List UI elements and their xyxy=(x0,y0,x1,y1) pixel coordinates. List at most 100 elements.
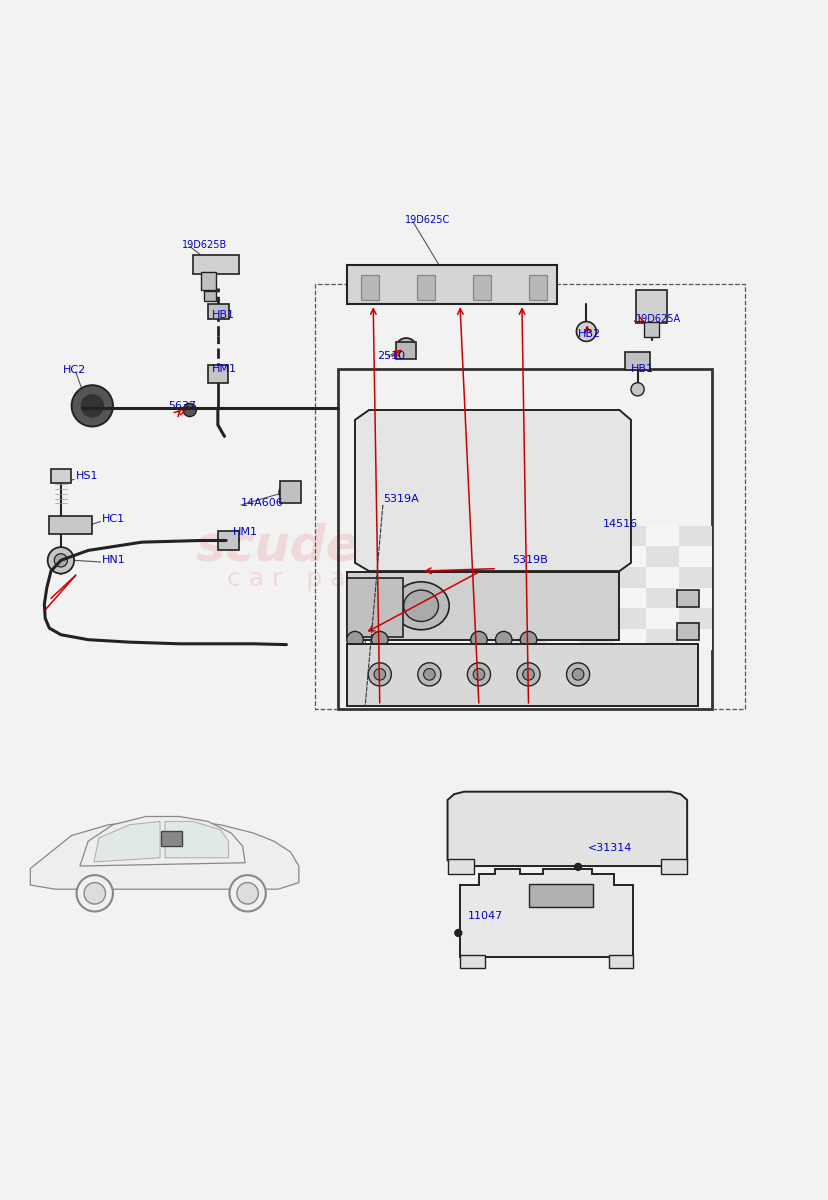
Circle shape xyxy=(84,882,105,904)
FancyBboxPatch shape xyxy=(218,530,239,551)
FancyBboxPatch shape xyxy=(546,526,579,546)
FancyBboxPatch shape xyxy=(346,572,619,640)
FancyBboxPatch shape xyxy=(676,590,698,607)
FancyBboxPatch shape xyxy=(612,566,645,588)
Circle shape xyxy=(373,668,385,680)
Text: 5637: 5637 xyxy=(168,401,196,410)
FancyBboxPatch shape xyxy=(579,566,612,588)
FancyBboxPatch shape xyxy=(51,469,70,482)
Circle shape xyxy=(495,631,512,648)
Ellipse shape xyxy=(392,582,449,630)
Circle shape xyxy=(47,547,74,574)
Circle shape xyxy=(423,668,435,680)
FancyBboxPatch shape xyxy=(635,290,667,323)
Text: HB1: HB1 xyxy=(630,364,653,373)
Circle shape xyxy=(71,385,113,426)
FancyBboxPatch shape xyxy=(513,588,546,608)
Circle shape xyxy=(566,662,589,686)
FancyBboxPatch shape xyxy=(201,272,216,290)
FancyBboxPatch shape xyxy=(579,588,612,608)
FancyBboxPatch shape xyxy=(346,643,697,706)
Polygon shape xyxy=(354,410,630,571)
FancyBboxPatch shape xyxy=(193,256,238,274)
FancyBboxPatch shape xyxy=(546,566,579,588)
Text: 5319A: 5319A xyxy=(383,494,418,504)
FancyBboxPatch shape xyxy=(660,859,686,875)
FancyBboxPatch shape xyxy=(396,342,416,359)
Circle shape xyxy=(473,668,484,680)
Circle shape xyxy=(571,668,583,680)
Text: 5319B: 5319B xyxy=(512,556,547,565)
FancyBboxPatch shape xyxy=(513,608,546,629)
Polygon shape xyxy=(165,822,229,858)
Text: HS1: HS1 xyxy=(75,472,99,481)
Text: 19D625A: 19D625A xyxy=(635,314,681,324)
FancyBboxPatch shape xyxy=(472,275,490,300)
Ellipse shape xyxy=(218,533,238,548)
FancyBboxPatch shape xyxy=(612,526,645,546)
Polygon shape xyxy=(79,816,245,866)
FancyBboxPatch shape xyxy=(513,629,546,649)
FancyBboxPatch shape xyxy=(608,955,633,967)
FancyBboxPatch shape xyxy=(612,588,645,608)
FancyBboxPatch shape xyxy=(528,275,546,300)
FancyBboxPatch shape xyxy=(49,516,92,534)
FancyBboxPatch shape xyxy=(513,546,546,566)
Circle shape xyxy=(522,668,534,680)
Circle shape xyxy=(574,864,580,870)
Text: 14516: 14516 xyxy=(602,518,638,529)
FancyBboxPatch shape xyxy=(346,264,556,305)
Text: 14A606: 14A606 xyxy=(241,498,283,508)
Text: 19D625B: 19D625B xyxy=(181,240,227,250)
Polygon shape xyxy=(94,822,160,862)
Text: scuderia: scuderia xyxy=(195,522,435,570)
FancyBboxPatch shape xyxy=(208,305,229,319)
Circle shape xyxy=(183,403,196,416)
Text: 2510: 2510 xyxy=(377,352,405,361)
FancyBboxPatch shape xyxy=(579,629,612,649)
Circle shape xyxy=(630,383,643,396)
FancyBboxPatch shape xyxy=(208,365,228,383)
FancyBboxPatch shape xyxy=(280,481,301,503)
Circle shape xyxy=(467,662,490,686)
Text: HN1: HN1 xyxy=(102,556,126,565)
FancyBboxPatch shape xyxy=(447,859,474,875)
FancyBboxPatch shape xyxy=(346,577,402,637)
Text: HC2: HC2 xyxy=(63,365,86,376)
FancyBboxPatch shape xyxy=(612,608,645,629)
FancyBboxPatch shape xyxy=(513,566,546,588)
Text: HM1: HM1 xyxy=(212,364,237,373)
FancyBboxPatch shape xyxy=(612,629,645,649)
Ellipse shape xyxy=(279,482,298,499)
FancyBboxPatch shape xyxy=(678,566,711,588)
Circle shape xyxy=(79,394,104,419)
FancyBboxPatch shape xyxy=(528,884,592,907)
Polygon shape xyxy=(460,869,633,956)
Circle shape xyxy=(368,662,391,686)
Circle shape xyxy=(517,662,539,686)
Text: <31314: <31314 xyxy=(587,842,632,853)
Ellipse shape xyxy=(397,338,415,353)
Text: 19D625C: 19D625C xyxy=(404,215,450,224)
FancyBboxPatch shape xyxy=(645,608,678,629)
FancyBboxPatch shape xyxy=(643,323,658,337)
FancyBboxPatch shape xyxy=(360,275,378,300)
FancyBboxPatch shape xyxy=(645,566,678,588)
FancyBboxPatch shape xyxy=(204,290,216,301)
Text: HM1: HM1 xyxy=(233,527,258,538)
FancyBboxPatch shape xyxy=(416,275,435,300)
FancyBboxPatch shape xyxy=(645,588,678,608)
FancyBboxPatch shape xyxy=(624,352,649,371)
Circle shape xyxy=(229,875,266,912)
Circle shape xyxy=(371,631,388,648)
FancyBboxPatch shape xyxy=(546,588,579,608)
Ellipse shape xyxy=(403,590,438,622)
Circle shape xyxy=(470,631,487,648)
Polygon shape xyxy=(447,792,686,866)
Circle shape xyxy=(520,631,537,648)
FancyBboxPatch shape xyxy=(161,832,181,846)
FancyBboxPatch shape xyxy=(645,629,678,649)
FancyBboxPatch shape xyxy=(579,546,612,566)
Text: 11047: 11047 xyxy=(468,911,503,920)
FancyBboxPatch shape xyxy=(546,546,579,566)
